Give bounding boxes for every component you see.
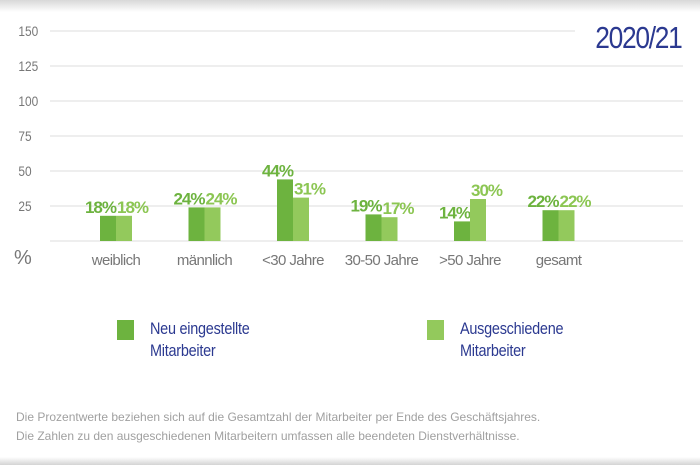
data-label: 24% xyxy=(206,189,238,208)
x-tick-label: männlich xyxy=(177,252,232,269)
legend-label-line2: Mitarbeiter xyxy=(150,341,216,360)
bar xyxy=(381,217,398,241)
bar xyxy=(277,179,293,241)
data-label: 30% xyxy=(471,181,503,200)
top-shade xyxy=(0,0,700,12)
legend-item-leavers: Ausgeschiedene Mitarbeiter xyxy=(427,318,600,362)
chart-title: 2020/21 xyxy=(595,20,684,55)
y-tick-label: 25 xyxy=(18,198,31,214)
bar xyxy=(100,215,116,241)
data-label: 44% xyxy=(262,161,294,180)
bar-chart: 25 50 75 100 125 150% 18% 18% weiblich 24% 24% männ… xyxy=(14,23,683,269)
y-tick-label: 125 xyxy=(18,58,38,74)
data-label: 22% xyxy=(527,192,559,211)
legend-item-new-hires: Neu eingestellte Mitarbeiter xyxy=(117,318,290,362)
data-label: 22% xyxy=(560,192,592,211)
data-label: 31% xyxy=(294,180,326,199)
bar xyxy=(470,199,486,241)
data-label: 18% xyxy=(117,198,149,217)
data-label: 18% xyxy=(85,198,117,217)
legend-label: Ausgeschiedene Mitarbeiter xyxy=(460,318,579,362)
footnote-line-2: Die Zahlen zu den ausgeschiedenen Mitarb… xyxy=(16,429,520,443)
x-tick-label: 30-50 Jahre xyxy=(345,252,419,269)
footnote: Die Prozentwerte beziehen sich auf die G… xyxy=(16,408,540,446)
bar xyxy=(558,210,575,241)
footnote-line-1: Die Prozentwerte beziehen sich auf die G… xyxy=(16,410,541,424)
legend-label: Neu eingestellte Mitarbeiter xyxy=(150,318,269,362)
y-axis-label: % xyxy=(14,247,32,269)
x-tick-label: <30 Jahre xyxy=(262,252,324,269)
bottom-shade xyxy=(0,457,700,465)
bar xyxy=(542,210,559,241)
bar xyxy=(188,207,205,241)
bar xyxy=(454,221,470,241)
y-tick-label: 150 xyxy=(18,23,38,39)
legend-swatch-dark-green xyxy=(117,320,134,340)
bar xyxy=(204,207,221,241)
bar xyxy=(293,197,309,241)
legend-swatch-light-green xyxy=(427,320,444,340)
y-tick-label: 50 xyxy=(18,163,31,179)
y-tick-label: 75 xyxy=(18,128,31,144)
y-tick-label: 100 xyxy=(18,93,38,109)
legend-label-line1: Neu eingestellte xyxy=(150,319,250,338)
legend-label-line1: Ausgeschiedene xyxy=(460,319,564,338)
data-label: 17% xyxy=(383,199,415,218)
data-label: 24% xyxy=(173,189,205,208)
bar xyxy=(365,214,382,241)
data-label: 19% xyxy=(350,196,382,215)
x-tick-label: weiblich xyxy=(91,252,141,269)
bar xyxy=(116,215,132,241)
data-label: 14% xyxy=(439,203,471,222)
x-tick-label: gesamt xyxy=(536,252,583,269)
legend-label-line2: Mitarbeiter xyxy=(460,341,526,360)
x-tick-label: >50 Jahre xyxy=(439,252,501,269)
